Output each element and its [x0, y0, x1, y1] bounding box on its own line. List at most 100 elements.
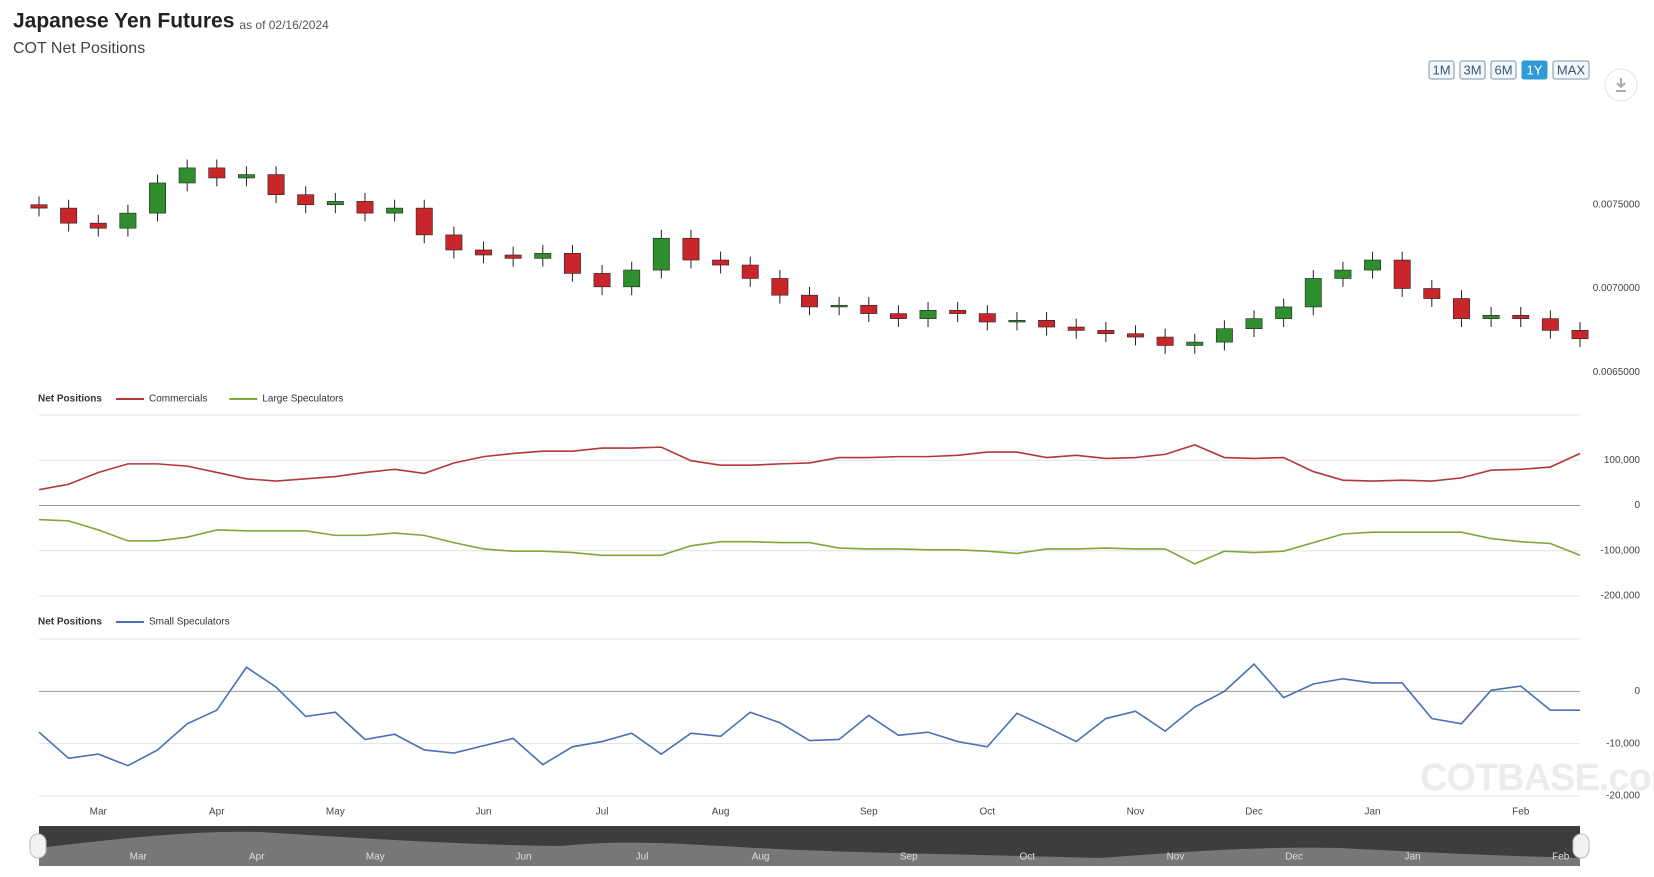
download-icon[interactable]	[1616, 78, 1626, 92]
candle-body	[178, 167, 196, 184]
y-tick-label: 0.0075000	[1593, 199, 1641, 210]
download-button[interactable]	[1604, 68, 1638, 102]
range-button[interactable]	[1490, 60, 1517, 80]
candle-body	[1156, 336, 1174, 346]
candle-body	[356, 201, 374, 214]
range-button[interactable]	[1552, 60, 1590, 80]
candle-body	[1512, 314, 1530, 319]
candle-body	[1364, 259, 1382, 271]
page-title: Japanese Yen Futures	[13, 10, 234, 33]
candle-body	[978, 313, 996, 323]
candle-body	[445, 234, 463, 251]
candle-body	[1215, 328, 1233, 343]
candle-body	[1304, 278, 1322, 308]
candle-body	[889, 313, 907, 319]
range-button-label[interactable]: MAX	[1557, 62, 1586, 77]
navigator-label: Aug	[752, 852, 770, 863]
candle-body	[741, 264, 759, 279]
candle-body	[860, 304, 878, 314]
y-tick-label: -100,000	[1601, 545, 1641, 556]
range-button-label[interactable]: 6M	[1494, 62, 1512, 77]
x-tick-label: Oct	[980, 807, 996, 818]
candle-body	[623, 269, 641, 288]
navigator-label: Oct	[1020, 852, 1036, 863]
candle-body	[712, 259, 730, 266]
navigator-label: Jul	[636, 852, 649, 863]
candle-body	[771, 278, 789, 296]
range-button[interactable]	[1459, 60, 1486, 80]
y-tick-label: -200,000	[1601, 591, 1641, 602]
candle-body	[830, 304, 848, 308]
candle-body	[1038, 320, 1056, 328]
candle-body	[1334, 269, 1352, 279]
y-tick-label: 0	[1634, 686, 1640, 697]
candle-body	[919, 309, 937, 319]
legend-label[interactable]: Small Speculators	[149, 617, 230, 628]
candle-body	[1186, 341, 1204, 346]
range-buttons: 1M 3M 6M 1Y MAX	[1428, 60, 1590, 80]
candle-body	[1541, 318, 1559, 331]
series-line	[38, 444, 1581, 491]
x-tick-label: May	[326, 807, 345, 818]
candle-body	[1571, 330, 1589, 340]
page-subtitle: COT Net Positions	[13, 40, 145, 57]
candle-body	[475, 249, 492, 256]
range-button-label[interactable]: 1M	[1432, 62, 1450, 77]
navigator-label: Nov	[1167, 852, 1185, 863]
x-tick-label: Aug	[712, 807, 730, 818]
y-tick-label: -10,000	[1606, 738, 1640, 749]
legend-label[interactable]: Large Speculators	[262, 394, 343, 405]
candle-body	[801, 294, 818, 308]
navigator	[29, 826, 1590, 866]
candle-body	[415, 207, 433, 236]
candle-body	[267, 174, 285, 196]
candle-body	[1008, 320, 1026, 323]
candle-body	[1275, 306, 1293, 319]
x-tick-label: Dec	[1245, 807, 1263, 818]
navigator-label: Sep	[900, 852, 918, 863]
candle-body	[1453, 298, 1470, 319]
legend-label[interactable]: Commercials	[149, 394, 207, 405]
candle-body	[297, 194, 315, 206]
x-tick-label: Feb	[1512, 807, 1530, 818]
x-tick-label: Jun	[475, 807, 491, 818]
range-button-label[interactable]: 1Y	[1527, 62, 1543, 77]
candle-body	[60, 207, 78, 224]
navigator-label: Feb	[1552, 852, 1570, 863]
navigator-handle-left[interactable]	[29, 833, 47, 859]
candle-body	[1482, 314, 1500, 319]
navigator-label: Dec	[1285, 852, 1303, 863]
range-button[interactable]	[1521, 60, 1548, 80]
watermark: COTBASE.com	[1420, 757, 1654, 799]
candle-body	[119, 212, 137, 229]
candle-body	[1097, 330, 1115, 335]
candle-body	[89, 222, 107, 229]
navigator-area	[39, 831, 1580, 866]
x-tick-label: Jul	[596, 807, 609, 818]
range-button[interactable]	[1428, 60, 1455, 80]
candle-body	[208, 167, 226, 179]
candle-body	[504, 254, 522, 259]
candle-body	[30, 204, 48, 209]
candle-body	[1393, 259, 1411, 289]
candle-body	[593, 273, 611, 288]
x-tick-label: Sep	[860, 807, 878, 818]
candle-body	[1127, 333, 1144, 338]
x-tick-label: Nov	[1127, 807, 1145, 818]
navigator-handle-right[interactable]	[1572, 833, 1590, 859]
candle-body	[949, 309, 967, 314]
x-tick-label: Apr	[209, 807, 225, 818]
candle-body	[1245, 318, 1263, 329]
x-tick-label: Jan	[1364, 807, 1380, 818]
range-button-label[interactable]: 3M	[1463, 62, 1481, 77]
candle-body	[1067, 326, 1085, 331]
candle-body	[682, 237, 700, 261]
y-tick-label: 0.0070000	[1593, 283, 1641, 294]
navigator-label: Mar	[130, 852, 148, 863]
candle-body	[237, 174, 255, 179]
navigator-label: Jun	[515, 852, 531, 863]
series-line	[38, 662, 1580, 767]
navigator-label: May	[366, 852, 385, 863]
x-tick-label: Mar	[90, 807, 108, 818]
